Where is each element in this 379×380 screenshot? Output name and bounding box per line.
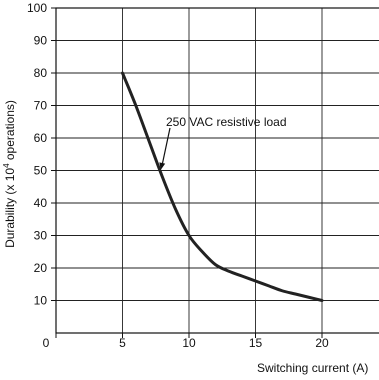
x-tick-label: 10 [182, 336, 196, 350]
y-tick-label: 20 [34, 261, 48, 275]
y-axis-title-suffix: operations) [3, 100, 17, 163]
y-tick-label: 90 [34, 34, 48, 48]
y-tick-label: 40 [34, 196, 48, 210]
x-axis-title: Switching current (A) [257, 361, 368, 375]
y-tick-label: 60 [34, 131, 48, 145]
series-annotation: 250 VAC resistive load [166, 115, 287, 129]
annotation-arrow-head [159, 162, 166, 170]
y-tick-label: 30 [34, 229, 48, 243]
x-tick-label: 20 [315, 336, 329, 350]
y-axis-title-superscript: 4 [2, 163, 11, 168]
grid-lines [56, 7, 379, 333]
x-tick-label: 0 [43, 336, 50, 350]
durability-curve [121, 71, 324, 302]
y-axis-title: Durability (x 104 operations) [2, 100, 17, 248]
y-tick-label: 70 [34, 99, 48, 113]
y-tick-label: 100 [27, 1, 47, 15]
y-tick-label: 10 [34, 294, 48, 308]
y-axis-ticks: 10 20 30 40 50 60 70 80 90 100 [27, 1, 56, 308]
x-tick-label: 5 [119, 336, 126, 350]
y-tick-label: 80 [34, 66, 48, 80]
y-axis-title-prefix: Durability (x 10 [3, 168, 17, 248]
y-tick-label: 50 [34, 164, 48, 178]
annotation: 250 VAC resistive load [159, 115, 287, 170]
x-tick-label: 15 [249, 336, 263, 350]
annotation-arrow-line [161, 127, 171, 167]
